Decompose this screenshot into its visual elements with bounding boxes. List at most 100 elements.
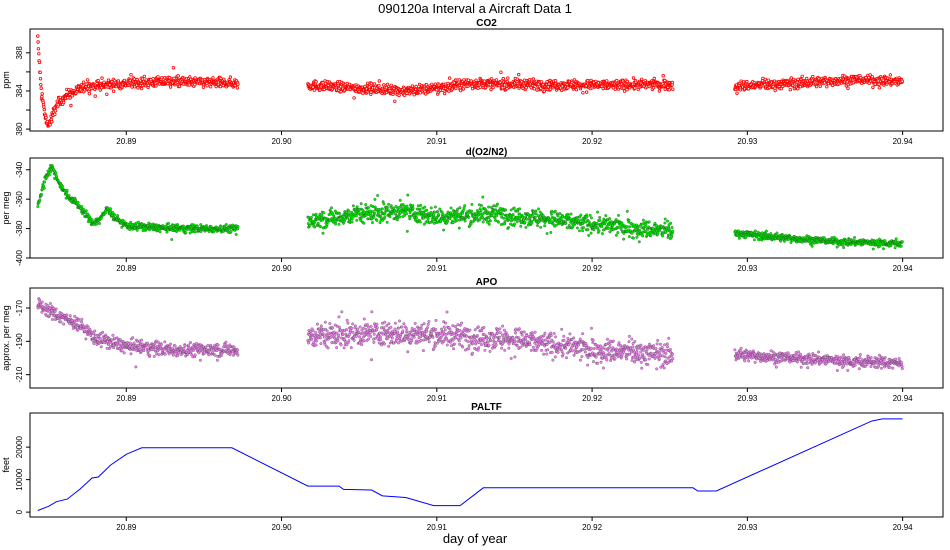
co2-point: [625, 79, 629, 84]
o2n2-point: [351, 204, 355, 208]
co2-point: [168, 85, 173, 89]
co2-point: [522, 78, 527, 82]
apo-point: [232, 345, 236, 349]
o2n2-point: [543, 224, 547, 228]
o2n2-point: [565, 226, 569, 230]
apo-point: [132, 341, 136, 345]
co2-point: [877, 82, 881, 86]
apo-point: [169, 342, 173, 346]
o2n2-point: [485, 218, 489, 222]
co2-point: [811, 74, 815, 79]
o2n2-point: [579, 213, 583, 217]
apo-point: [59, 320, 63, 324]
co2-point: [160, 75, 164, 80]
apo-point: [319, 342, 323, 346]
o2n2-point: [354, 214, 358, 218]
o2n2-point: [322, 211, 326, 215]
o2n2-point: [893, 246, 897, 250]
co2-point: [236, 82, 240, 86]
o2n2-point: [628, 225, 632, 229]
co2-point: [490, 77, 494, 81]
o2n2-point: [588, 213, 592, 217]
o2n2-point: [550, 212, 553, 216]
co2-point: [142, 74, 146, 79]
o2n2-point: [538, 216, 541, 220]
o2n2-point: [737, 236, 741, 240]
o2n2-point: [393, 208, 397, 212]
co2-point: [478, 85, 483, 89]
o2n2-point: [503, 220, 507, 223]
co2-point: [44, 115, 48, 120]
o2n2-point: [497, 220, 500, 224]
o2n2-point: [627, 218, 631, 222]
o2n2-point: [504, 208, 508, 212]
o2n2-point: [789, 241, 793, 244]
o2n2-point: [43, 180, 47, 184]
apo-point: [77, 318, 81, 322]
o2n2-point: [841, 243, 845, 247]
o2n2-point: [405, 229, 409, 233]
o2n2-point: [451, 221, 455, 225]
apo-point: [131, 336, 135, 340]
figure-title: 090120a Interval a Aircraft Data 1: [378, 1, 572, 16]
apo-point: [80, 317, 84, 321]
apo-point: [314, 343, 318, 347]
co2-point: [176, 74, 180, 78]
o2n2-point: [494, 208, 498, 212]
o2n2-point: [419, 203, 423, 207]
co2-point: [805, 76, 809, 81]
o2n2-point: [541, 214, 545, 218]
co2-point: [888, 73, 893, 77]
co2-title: CO2: [476, 18, 497, 29]
co2-point: [40, 94, 44, 99]
o2n2-point: [899, 244, 903, 248]
o2n2-point: [170, 238, 174, 241]
co2-y-tick-label: 380: [15, 122, 24, 136]
apo-point: [120, 349, 124, 353]
co2-point: [42, 105, 46, 109]
o2n2-point: [523, 221, 527, 224]
co2-point: [106, 78, 111, 82]
o2n2-point: [619, 227, 623, 231]
o2n2-point: [511, 217, 515, 221]
co2-point: [846, 86, 850, 90]
co2-point: [318, 88, 322, 92]
o2n2-point: [405, 204, 409, 208]
o2n2-point: [604, 214, 608, 218]
o2n2-point: [442, 228, 446, 232]
o2n2-point: [379, 216, 383, 220]
o2n2-point: [470, 209, 474, 213]
co2-point: [151, 76, 155, 81]
o2n2-point: [487, 222, 491, 226]
o2n2-point: [487, 216, 491, 220]
o2n2-point: [320, 213, 324, 217]
o2n2-point: [644, 222, 648, 226]
apo-point: [189, 341, 192, 344]
o2n2-point: [61, 185, 65, 188]
co2-point: [900, 79, 904, 83]
o2n2-point: [433, 210, 437, 214]
co2-point: [605, 79, 609, 83]
co2-point: [154, 84, 158, 88]
co2-point: [85, 78, 90, 82]
o2n2-point: [372, 215, 376, 219]
co2-point: [448, 76, 452, 80]
o2n2-point: [98, 221, 102, 225]
apo-point: [48, 306, 52, 310]
o2n2-point: [525, 217, 529, 221]
co2-point: [167, 75, 172, 80]
apo-point: [163, 340, 167, 344]
o2n2-point: [637, 224, 641, 228]
o2n2-point: [47, 173, 51, 177]
co2-x-tick-label: 20.91: [427, 137, 448, 146]
co2-point: [156, 75, 160, 79]
o2n2-point: [358, 213, 362, 217]
o2n2-point: [373, 211, 376, 215]
o2n2-point: [380, 207, 384, 211]
co2-point: [193, 82, 197, 87]
o2n2-point: [461, 211, 465, 215]
o2n2-point: [426, 217, 430, 221]
o2n2-point: [316, 221, 320, 225]
apo-point: [311, 329, 315, 333]
